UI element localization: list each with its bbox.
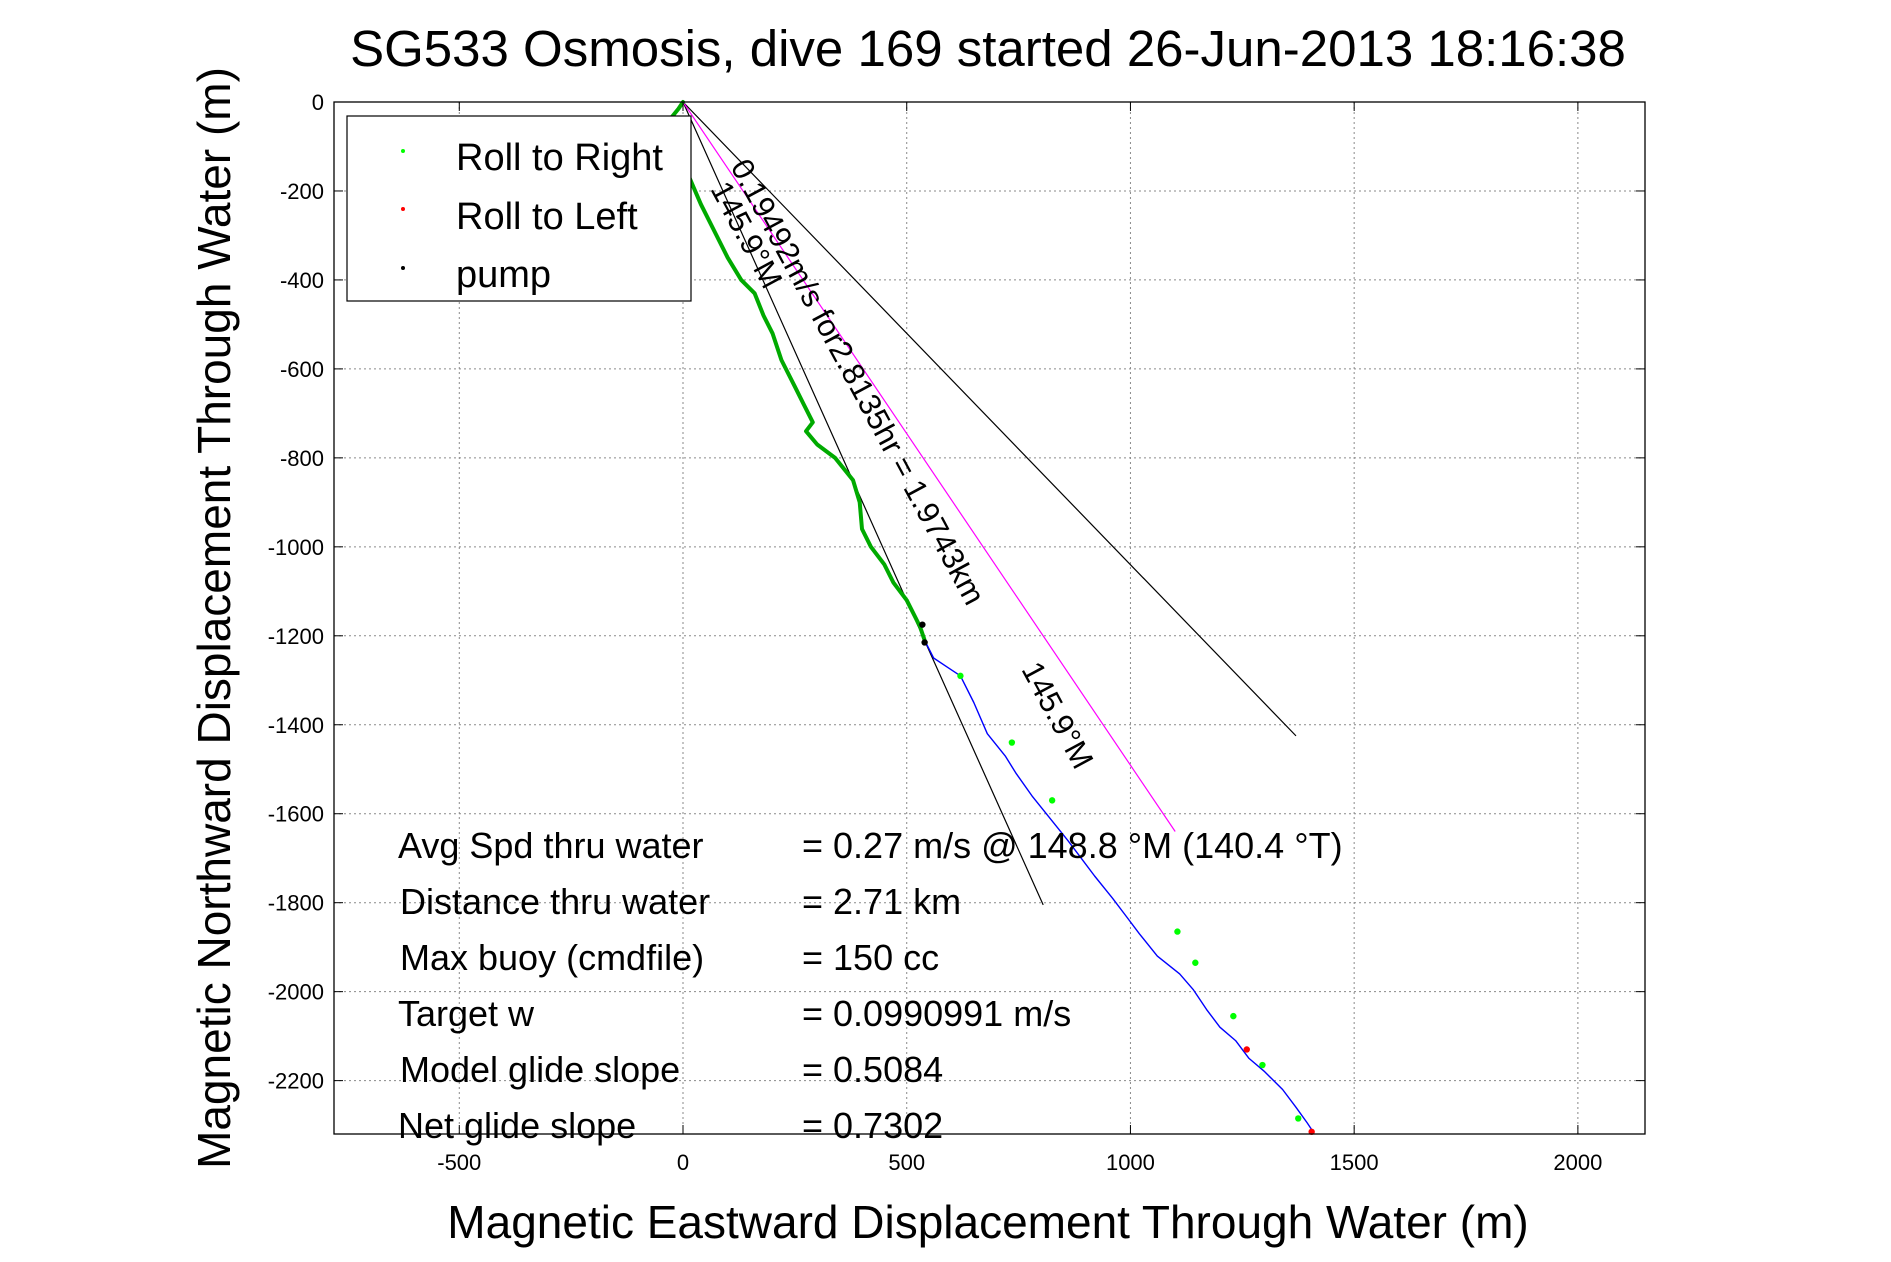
x-tick-label: 500 [888, 1150, 925, 1175]
stat-value-target-w: = 0.0990991 m/s [802, 993, 1071, 1034]
legend-marker-pump [401, 266, 405, 270]
y-tick-label: -1400 [268, 713, 324, 738]
legend-label-roll-left: Roll to Left [456, 196, 638, 238]
roll-right-marker [1008, 739, 1016, 746]
y-tick-label: -1600 [268, 802, 324, 827]
axes-frame [333, 101, 1646, 1135]
y-tick-label: -600 [280, 357, 324, 382]
y-tick-label: -2200 [268, 1069, 324, 1094]
x-tick-label: 1000 [1106, 1150, 1155, 1175]
reference-lines [682, 101, 1297, 906]
roll-right-marker [957, 672, 964, 680]
legend: Roll to Right Roll to Left pump [346, 115, 692, 302]
roll-right-marker [1295, 1115, 1302, 1122]
stat-value-net-glide: = 0.7302 [802, 1105, 943, 1146]
stat-label-target-w: Target w [398, 993, 535, 1034]
legend-marker-roll-left [401, 207, 405, 211]
y-tick-label: -200 [280, 179, 324, 204]
stats-block: Avg Spd thru water = 0.27 m/s @ 148.8 °M… [398, 825, 1343, 1146]
x-tick-label: -500 [437, 1150, 481, 1175]
pump-marker [919, 621, 926, 628]
y-tick-label: -800 [280, 446, 324, 471]
y-tick-label: -2000 [268, 980, 324, 1005]
stat-label-avg-speed: Avg Spd thru water [398, 825, 704, 866]
dive-track-line [667, 100, 927, 643]
stat-label-distance: Distance thru water [400, 881, 710, 922]
chart-title: SG533 Osmosis, dive 169 started 26-Jun-2… [350, 20, 1626, 77]
x-tick-label: 2000 [1553, 1150, 1602, 1175]
reference-line [682, 101, 1297, 737]
stat-value-avg-speed: = 0.27 m/s @ 148.8 °M (140.4 °T) [802, 825, 1343, 866]
grid [334, 101, 1645, 1134]
legend-marker-roll-right [401, 149, 405, 153]
legend-label-pump: pump [456, 254, 551, 296]
pump-marker [921, 639, 928, 646]
stat-label-net-glide: Net glide slope [398, 1105, 636, 1146]
y-tick-label: -1800 [268, 891, 324, 916]
y-tick-label: 0 [312, 90, 324, 115]
y-tick-label: -1200 [268, 624, 324, 649]
stat-value-model-glide: = 0.5084 [802, 1049, 943, 1090]
y-axis-label: Magnetic Northward Displacement Through … [188, 67, 240, 1169]
stat-value-max-buoy: = 150 cc [802, 937, 939, 978]
x-tick-label: 1500 [1330, 1150, 1379, 1175]
reference-line [682, 101, 1176, 832]
legend-label-roll-right: Roll to Right [456, 137, 663, 179]
roll-right-marker [1174, 928, 1181, 935]
series-group [667, 100, 1313, 1131]
x-tick-label: 0 [677, 1150, 689, 1175]
roll-right-marker [1048, 797, 1056, 804]
stat-value-distance: = 2.71 km [802, 881, 961, 922]
climb-track-line [923, 639, 1313, 1131]
roll-right-marker [1192, 959, 1199, 966]
roll-right-marker [1230, 1012, 1237, 1020]
reference-line [682, 101, 1044, 906]
roll-left-marker [1243, 1046, 1250, 1053]
roll-right-marker [1259, 1061, 1266, 1069]
stat-label-model-glide: Model glide slope [400, 1049, 680, 1090]
markers-group [919, 621, 1315, 1135]
stat-label-max-buoy: Max buoy (cmdfile) [400, 937, 704, 978]
ticks: -500 0 500 1000 1500 2000 0 -200 -400 -600 -800 -10… [268, 90, 1645, 1175]
y-tick-label: -1000 [268, 535, 324, 560]
x-axis-label: Magnetic Eastward Displacement Through W… [447, 1196, 1528, 1248]
y-tick-label: -400 [280, 268, 324, 293]
